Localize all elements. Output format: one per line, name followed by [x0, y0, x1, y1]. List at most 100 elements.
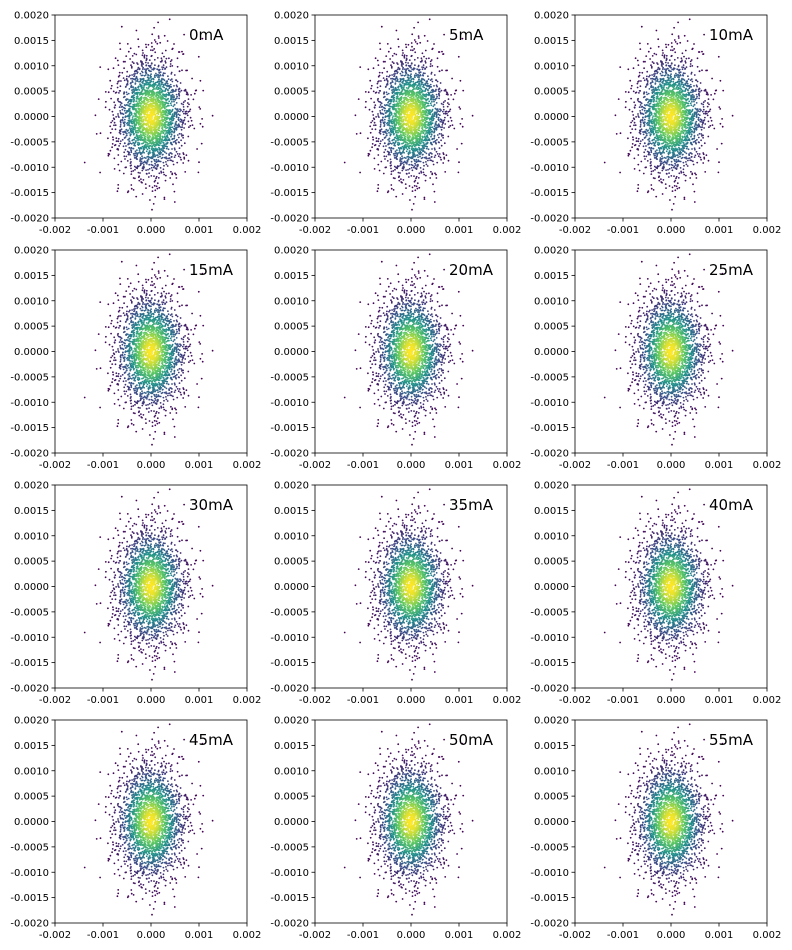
data-point — [160, 130, 163, 133]
data-point — [117, 137, 120, 140]
data-point — [400, 181, 403, 183]
data-point — [179, 120, 182, 123]
data-point — [185, 69, 188, 72]
data-point — [379, 125, 382, 128]
data-point — [118, 92, 120, 94]
data-point — [405, 54, 408, 57]
data-point — [129, 114, 131, 117]
data-point — [425, 57, 428, 60]
data-point — [172, 127, 175, 130]
data-point — [147, 176, 150, 178]
data-point — [134, 144, 137, 147]
data-point — [168, 157, 171, 160]
data-point — [161, 66, 164, 68]
data-point — [177, 113, 180, 116]
data-point — [377, 154, 380, 156]
data-point — [167, 148, 170, 151]
data-point — [443, 127, 445, 129]
data-point — [170, 133, 173, 136]
data-point — [125, 85, 127, 88]
data-point — [184, 110, 187, 113]
data-point — [153, 141, 156, 144]
data-point — [397, 38, 400, 41]
data-point — [377, 184, 380, 186]
data-point — [148, 59, 151, 61]
data-point — [394, 72, 396, 75]
data-point — [180, 133, 183, 135]
data-point — [169, 91, 172, 94]
data-point — [423, 34, 426, 37]
data-point — [166, 165, 169, 167]
data-point — [443, 33, 445, 36]
data-point — [417, 35, 420, 37]
data-point — [433, 201, 436, 203]
data-point — [134, 78, 137, 81]
data-point — [392, 170, 395, 172]
data-point — [182, 108, 185, 111]
data-point — [401, 49, 404, 52]
data-point — [167, 89, 169, 92]
data-point — [184, 171, 187, 173]
data-point — [160, 170, 163, 173]
data-point — [177, 155, 180, 158]
data-point — [376, 190, 379, 193]
data-point — [386, 43, 389, 45]
data-point — [144, 98, 147, 101]
data-point — [186, 114, 189, 117]
y-tick-label: -0.0005 — [10, 137, 49, 148]
data-point — [110, 87, 112, 90]
data-point — [148, 65, 151, 68]
data-point — [150, 163, 153, 166]
data-point — [124, 60, 126, 63]
data-point — [184, 112, 187, 115]
data-point — [444, 100, 446, 102]
data-point — [419, 97, 422, 100]
data-point — [154, 41, 157, 43]
data-point — [438, 90, 440, 93]
data-point — [160, 98, 163, 101]
data-point — [405, 46, 408, 49]
data-point — [138, 179, 141, 182]
data-point — [423, 101, 426, 104]
data-point — [400, 113, 403, 116]
data-point — [127, 92, 130, 95]
data-point — [137, 91, 140, 94]
data-point — [442, 53, 444, 55]
data-point — [159, 97, 162, 100]
data-point — [408, 163, 411, 166]
data-point — [417, 88, 419, 91]
data-point — [146, 127, 148, 130]
data-point — [180, 135, 183, 137]
data-point — [155, 112, 158, 115]
data-point — [376, 82, 379, 85]
data-point — [429, 159, 432, 162]
data-point — [187, 159, 190, 162]
data-point — [379, 90, 382, 92]
data-point — [133, 100, 135, 102]
data-point — [441, 50, 443, 53]
data-point — [123, 121, 126, 124]
data-point — [434, 154, 437, 157]
data-point — [410, 42, 413, 44]
data-point — [422, 168, 425, 171]
data-point — [445, 69, 447, 72]
data-point — [420, 170, 422, 173]
data-point — [417, 65, 420, 68]
data-point — [134, 150, 137, 153]
data-point — [420, 83, 423, 86]
data-point — [120, 160, 123, 163]
data-point — [422, 74, 425, 77]
data-point — [120, 80, 122, 82]
data-point — [169, 152, 172, 154]
data-point — [443, 112, 445, 115]
data-point — [134, 168, 136, 171]
data-point — [442, 103, 445, 106]
data-point — [403, 56, 406, 59]
data-point — [128, 122, 131, 124]
data-point — [124, 148, 127, 151]
data-point — [397, 45, 400, 48]
data-point — [429, 141, 432, 144]
data-point — [434, 122, 437, 125]
data-point — [414, 162, 416, 165]
data-point — [407, 176, 410, 178]
